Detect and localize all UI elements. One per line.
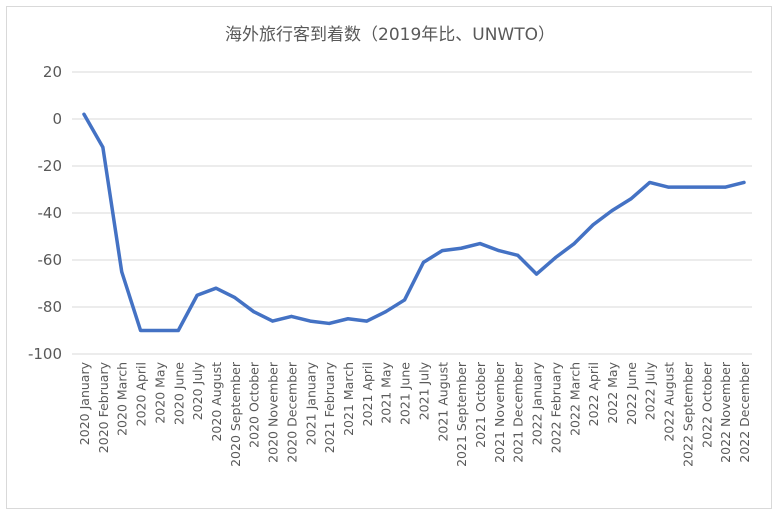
x-axis-ticks: 2020 January 2020 February 2020 March 2020 … <box>77 361 752 467</box>
x-tick-label: 2020 August <box>209 362 224 442</box>
data-point <box>82 112 86 116</box>
data-point <box>742 180 746 184</box>
data-point <box>459 246 463 250</box>
data-point <box>648 180 652 184</box>
x-tick-label: 2021 October <box>473 361 488 448</box>
x-tick-label: 2021 February <box>322 361 337 453</box>
x-tick-label: 2020 June <box>171 362 186 425</box>
x-tick-label: 2021 April <box>360 362 375 426</box>
x-tick-label: 2021 December <box>511 361 526 462</box>
y-tick-label: 0 <box>52 110 62 128</box>
data-point <box>101 145 105 149</box>
x-tick-label: 2022 June <box>624 362 639 425</box>
x-tick-label: 2021 January <box>303 361 318 445</box>
data-point <box>233 296 237 300</box>
data-point <box>497 249 501 253</box>
x-tick-label: 2021 July <box>416 361 431 420</box>
x-tick-label: 2020 February <box>96 361 111 453</box>
data-point <box>120 270 124 274</box>
y-tick-label: -60 <box>38 251 63 269</box>
x-tick-label: 2022 March <box>567 362 582 436</box>
x-tick-label: 2020 July <box>190 361 205 420</box>
data-point <box>685 185 689 189</box>
x-tick-label: 2020 March <box>115 362 130 436</box>
data-point <box>157 329 161 332</box>
x-tick-label: 2020 September <box>228 361 243 467</box>
y-tick-label: -40 <box>38 204 63 222</box>
x-tick-label: 2020 October <box>247 361 262 448</box>
data-point <box>365 319 369 323</box>
chart-title: 海外旅行客到着数（2019年比、UNWTO） <box>225 25 555 45</box>
x-tick-label: 2022 January <box>530 361 545 445</box>
data-point <box>403 298 407 302</box>
x-tick-label: 2022 August <box>662 362 677 442</box>
x-tick-label: 2020 January <box>77 361 92 445</box>
x-tick-label: 2022 December <box>737 361 752 462</box>
data-point <box>139 329 143 332</box>
data-point <box>516 253 520 257</box>
y-axis-ticks: 20 0 -20 -40 -60 -80 -100 <box>28 63 62 363</box>
data-point <box>271 319 275 323</box>
data-point <box>629 197 633 201</box>
x-tick-label: 2020 April <box>134 362 149 426</box>
x-tick-label: 2021 November <box>492 361 507 463</box>
gridlines <box>72 71 752 355</box>
data-point <box>667 185 671 189</box>
data-point <box>572 242 576 246</box>
y-tick-label: -20 <box>38 157 63 175</box>
data-point <box>289 314 293 318</box>
x-tick-label: 2022 July <box>643 361 658 420</box>
x-tick-label: 2020 November <box>266 361 281 463</box>
y-tick-label: -100 <box>28 345 62 363</box>
x-tick-label: 2022 November <box>718 361 733 463</box>
data-point <box>195 293 199 297</box>
data-point <box>252 310 256 314</box>
x-tick-label: 2022 October <box>699 361 714 448</box>
x-tick-label: 2020 December <box>284 361 299 462</box>
data-point <box>723 185 727 189</box>
data-point <box>591 223 595 227</box>
data-point <box>553 256 557 260</box>
data-point <box>346 317 350 321</box>
series-line <box>82 112 746 333</box>
x-tick-label: 2021 August <box>435 362 450 442</box>
series-layer <box>82 112 746 333</box>
data-point <box>308 319 312 323</box>
x-tick-label: 2021 March <box>341 362 356 436</box>
x-tick-label: 2020 May <box>152 361 167 423</box>
data-point <box>384 310 388 314</box>
data-point <box>421 260 425 264</box>
x-tick-label: 2022 May <box>605 361 620 423</box>
y-tick-label: -80 <box>38 298 63 316</box>
x-tick-label: 2022 September <box>680 361 695 467</box>
data-point <box>535 272 539 276</box>
x-tick-label: 2021 September <box>454 361 469 467</box>
data-point <box>327 321 331 325</box>
y-tick-label: 20 <box>43 63 62 81</box>
data-point <box>214 286 218 290</box>
data-point <box>440 249 444 253</box>
x-tick-label: 2022 April <box>586 362 601 426</box>
x-tick-label: 2022 February <box>548 361 563 453</box>
data-point <box>478 242 482 246</box>
data-point <box>704 185 708 189</box>
data-point <box>176 329 180 332</box>
data-point <box>610 209 614 213</box>
x-tick-label: 2021 June <box>398 362 413 425</box>
chart-frame <box>6 6 772 509</box>
x-tick-label: 2021 May <box>379 361 394 423</box>
